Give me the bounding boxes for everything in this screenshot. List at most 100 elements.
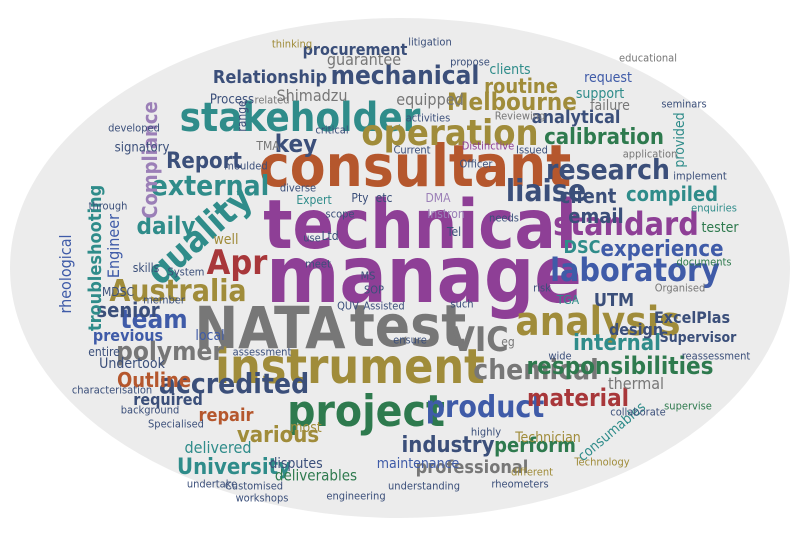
word-engineering: engineering xyxy=(326,489,386,503)
word-issued: Issued xyxy=(516,143,548,157)
word-professional: professional xyxy=(415,457,529,478)
word-assessment: assessment xyxy=(232,345,292,359)
word-report: Report xyxy=(166,149,242,174)
word-seminars: seminars xyxy=(661,97,707,111)
word-previous: previous xyxy=(92,326,164,345)
word-thermal: thermal xyxy=(607,374,665,393)
word-consultant: consultant xyxy=(258,132,572,200)
word-pty: Pty xyxy=(351,191,369,205)
word-eg: eg xyxy=(501,335,515,349)
word-repair: repair xyxy=(198,405,254,426)
word-experience: experience xyxy=(600,237,724,262)
word-educational: educational xyxy=(619,51,677,65)
word-tga: TGA xyxy=(556,293,580,307)
word-routine: routine xyxy=(484,74,558,98)
word-different: different xyxy=(510,465,554,479)
word-vic: VIC xyxy=(451,320,509,360)
word-mechanical: mechanical xyxy=(330,61,480,91)
word-deliverables: deliverables xyxy=(274,466,358,485)
word-excelplas: ExcelPlas xyxy=(653,308,731,327)
word-accredited: accredited xyxy=(158,367,310,400)
word-procurement: procurement xyxy=(302,40,408,59)
word-key: key xyxy=(274,130,318,158)
word-engineer: Engineer xyxy=(104,213,123,279)
word-well: well xyxy=(213,232,239,248)
word-etc: etc xyxy=(375,191,393,205)
word-clients: clients xyxy=(489,62,531,78)
word-ltd: Ltd xyxy=(321,229,339,243)
word-entire: entire xyxy=(88,345,120,359)
word-ms: MS xyxy=(360,269,376,283)
word-skills: skills xyxy=(132,261,160,275)
word-range: range xyxy=(235,100,249,132)
word-collaborate: collaborate xyxy=(610,405,666,419)
word-product: product xyxy=(425,390,545,425)
word-team: team xyxy=(120,305,188,335)
word-analytical: analytical xyxy=(531,107,621,128)
word-calibration: calibration xyxy=(544,125,664,150)
word-relationship: Relationship xyxy=(212,67,328,88)
word-compliance: Compliance xyxy=(138,101,162,219)
word-tma: TMA xyxy=(256,139,280,153)
word-member: member xyxy=(143,293,185,307)
word-undertook: Undertook xyxy=(99,356,165,372)
word-understanding: understanding xyxy=(388,479,460,493)
word-organised: Organised xyxy=(654,281,706,295)
word-thinking: thinking xyxy=(271,37,313,51)
word-failure: failure xyxy=(590,98,630,114)
word-outline: Outline xyxy=(116,368,192,392)
word-perform: perform xyxy=(494,433,576,457)
word-utm: UTM xyxy=(593,290,635,311)
word-operation: operation xyxy=(361,113,539,154)
word-customised: Customised xyxy=(224,479,284,493)
word-reassessment: reassessment xyxy=(681,349,751,363)
word-application: application xyxy=(622,147,678,161)
word-manage: manage xyxy=(266,231,582,321)
word-quv: QUV xyxy=(337,299,359,313)
word-internal: internal xyxy=(573,331,661,356)
word-rheometers: rheometers xyxy=(491,477,549,491)
word-expert: Expert xyxy=(296,193,332,207)
word-test: test xyxy=(349,292,467,360)
word-officer: Officer xyxy=(459,157,493,171)
word-daily: daily xyxy=(136,212,196,240)
word-current: Current xyxy=(393,143,431,157)
word-undertake: undertake xyxy=(186,477,238,491)
word-local: local xyxy=(195,328,225,344)
word-client: client xyxy=(559,184,617,208)
word-guarantee: guarantee xyxy=(326,50,402,69)
word-risk: risk xyxy=(533,281,551,295)
word-technology: Technology xyxy=(574,455,630,469)
word-support: support xyxy=(575,86,625,102)
word-use: use xyxy=(303,231,321,245)
word-supervise: supervise xyxy=(664,399,712,413)
word-melbourne: Melbourne xyxy=(447,88,577,116)
word-project: project xyxy=(287,386,445,437)
word-disputes: disputes xyxy=(269,456,323,472)
word-analysis: analysis xyxy=(515,299,681,345)
word-university: University xyxy=(177,455,291,480)
word-assisted: Assisted xyxy=(363,299,405,313)
word-design: design xyxy=(608,320,664,339)
word-responsibilities: responsibilities xyxy=(526,352,714,380)
word-ensure: ensure xyxy=(393,333,427,347)
word-process: Process xyxy=(209,92,255,108)
word-wide: wide xyxy=(548,349,572,363)
word-shimadzu: Shimadzu xyxy=(276,86,348,105)
word-equipped: equipped xyxy=(396,90,464,109)
cloud-ellipse xyxy=(10,18,790,518)
word-various: various xyxy=(236,423,320,448)
word-mdsc: MDSC xyxy=(101,285,135,299)
word-compiled: compiled xyxy=(625,182,719,206)
word-polymer: polymer xyxy=(116,337,224,367)
word-diverse: diverse xyxy=(279,181,317,195)
word-system: System xyxy=(167,265,205,279)
word-required: required xyxy=(133,390,203,409)
word-most: most xyxy=(290,420,322,436)
word-characterisation: characterisation xyxy=(71,383,153,397)
word-implement: implement xyxy=(673,169,727,183)
word-industry: industry xyxy=(401,433,495,458)
word-australia: Australia xyxy=(109,274,247,309)
word-stakeholder: stakeholder xyxy=(179,95,421,141)
